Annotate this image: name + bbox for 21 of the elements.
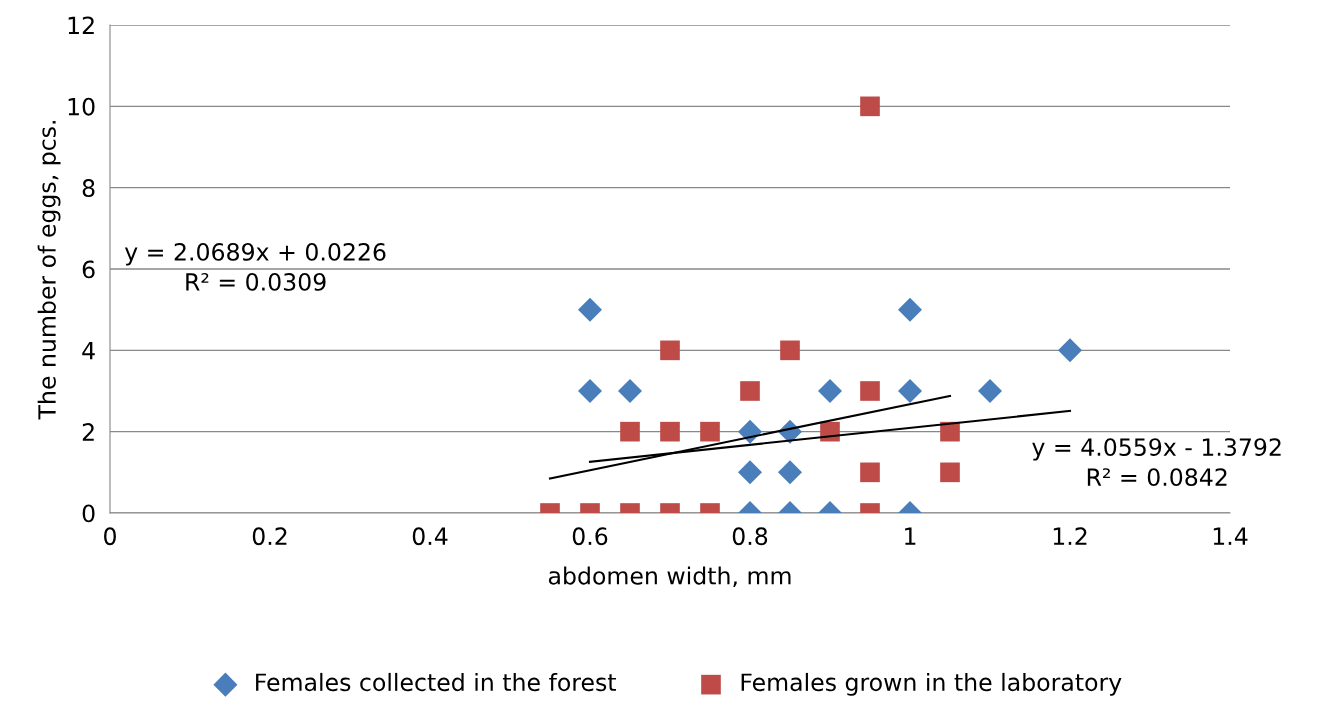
y-tick-label: 10 <box>68 97 95 116</box>
x-tick-label: 1.4 <box>1213 527 1248 545</box>
legend-label: Females collected in the forest <box>256 672 616 692</box>
x-tick-label: 0 <box>104 527 116 546</box>
x-tick-label: 0.8 <box>732 527 768 546</box>
legend-label: Females grown in the laboratory <box>741 672 1122 696</box>
x-tick-label: 0.6 <box>572 527 608 546</box>
y-tick-label: 4 <box>82 342 95 360</box>
x-axis-title: abdomen width, mm <box>548 566 791 588</box>
y-tick-label: 0 <box>82 504 95 523</box>
x-tick-label: 1.2 <box>1053 527 1087 545</box>
y-tick-label: 12 <box>68 16 94 34</box>
y-tick-label: 8 <box>82 179 95 197</box>
annotation: y = 4.0559x - 1.3792 R² = 0.0842 <box>1032 438 1281 487</box>
y-axis-title: The number of eggs, pcs. <box>37 121 61 420</box>
x-tick-label: 0.2 <box>252 527 287 546</box>
y-tick-label: 2 <box>82 423 94 441</box>
y-tick-label: 6 <box>82 260 95 279</box>
x-tick-label: 1 <box>905 527 916 545</box>
x-tick-label: 0.4 <box>412 527 448 546</box>
annotation: y = 2.0689x + 0.0226 R² = 0.0309 <box>124 242 386 291</box>
